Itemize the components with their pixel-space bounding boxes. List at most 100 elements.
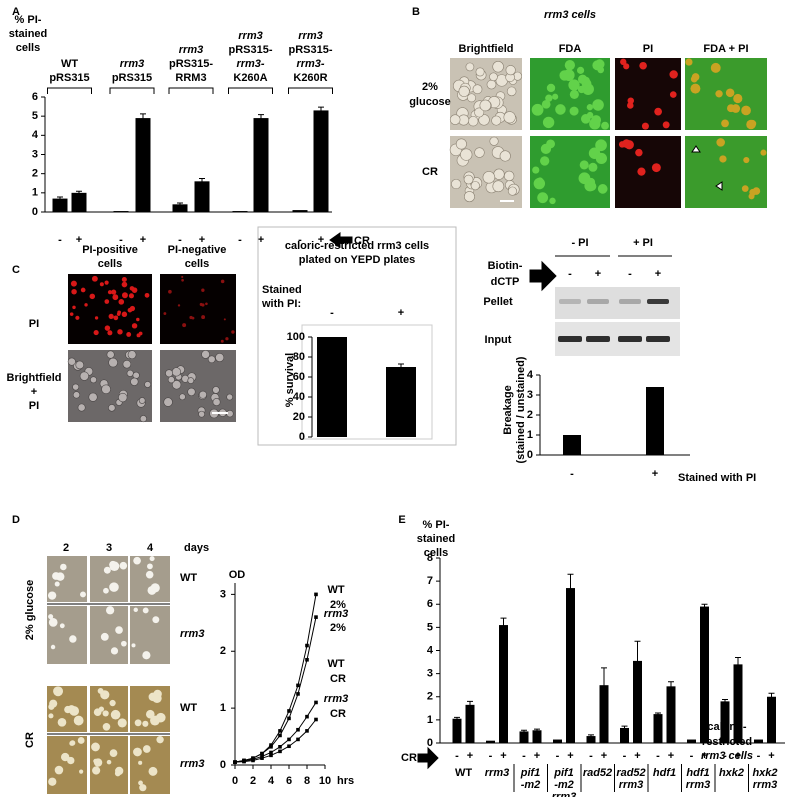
cell <box>117 718 127 728</box>
column-label: 3 <box>106 542 112 554</box>
y-tick-label: 60 <box>293 371 305 383</box>
cell <box>48 703 55 710</box>
y-axis-label: OD <box>229 569 246 581</box>
group-label: pif1 <box>553 767 574 779</box>
point <box>314 700 318 705</box>
x-tick-label: - <box>757 750 761 762</box>
cell <box>75 360 85 370</box>
cell <box>57 717 67 727</box>
micrograph <box>685 58 767 130</box>
error-bar <box>601 667 607 704</box>
cell <box>138 780 143 786</box>
cell <box>145 709 155 719</box>
group-label: rrm3 <box>298 30 322 42</box>
x-tick-label: 0 <box>232 775 238 787</box>
cell <box>691 73 700 81</box>
bar <box>646 387 664 455</box>
group-label: WT <box>455 767 472 779</box>
panel-letter: E <box>398 514 405 526</box>
series-label: WT <box>327 658 344 670</box>
point <box>296 737 300 742</box>
cell <box>568 79 580 91</box>
cell <box>220 339 224 343</box>
cell <box>541 99 551 109</box>
point <box>278 749 282 754</box>
cell <box>138 760 143 765</box>
cell <box>80 591 86 598</box>
cell <box>104 299 110 304</box>
group-label: rrm3 <box>179 44 203 56</box>
cell <box>136 317 140 322</box>
strain-label: rrm3 <box>180 628 204 640</box>
cell <box>710 62 721 73</box>
cell <box>171 380 182 390</box>
bar <box>563 435 581 455</box>
cell <box>531 103 544 116</box>
error-bar <box>701 603 708 610</box>
cell <box>77 737 85 744</box>
cell <box>71 288 77 295</box>
micrograph <box>90 606 128 664</box>
group-label: pRS315- <box>288 44 332 56</box>
cell <box>150 583 160 593</box>
y-tick-label: 3 <box>220 588 226 600</box>
band <box>558 336 582 342</box>
error-bar <box>318 106 324 115</box>
column-label: Brightfield <box>459 43 514 55</box>
y-axis-label: Breakage <box>502 385 514 435</box>
cell <box>91 275 98 282</box>
cell <box>106 350 115 359</box>
condition-label: 2% glucose <box>24 580 36 641</box>
bar <box>653 714 663 743</box>
x-tick-label: - <box>489 750 493 762</box>
cell <box>139 784 147 792</box>
x-tick-label: + <box>668 750 674 762</box>
column-label: 4 <box>147 542 154 554</box>
error-bar <box>668 681 674 692</box>
column-label: PI-positive <box>82 244 138 256</box>
bar <box>754 739 763 743</box>
cell <box>107 330 113 336</box>
group-label: pRS315 <box>49 72 89 84</box>
cell <box>226 393 233 401</box>
cell <box>94 316 99 320</box>
y-tick-label: 2 <box>32 168 38 180</box>
cell <box>505 65 516 76</box>
series-line <box>234 719 317 763</box>
y-tick-label: 2 <box>527 409 533 421</box>
panel-letter: B <box>412 6 420 18</box>
bar <box>767 696 776 743</box>
cell <box>455 138 467 150</box>
bar <box>586 736 596 743</box>
bar <box>452 718 462 743</box>
cell <box>669 70 678 79</box>
cell <box>171 367 182 377</box>
chart-title: plated on YEPD plates <box>299 254 416 266</box>
cell <box>80 287 86 293</box>
cell <box>144 292 150 298</box>
cell <box>576 66 585 74</box>
cell <box>474 147 485 158</box>
cell <box>163 312 167 315</box>
group-label: -m2 <box>554 779 574 791</box>
cell <box>562 69 575 81</box>
cell <box>121 292 128 299</box>
x-tick-label: + <box>318 234 324 246</box>
y-tick-label: 80 <box>293 351 305 363</box>
cell <box>719 155 727 163</box>
row-label: PI <box>29 400 39 412</box>
cell <box>142 607 149 614</box>
panel-frame <box>257 226 457 446</box>
cell <box>59 623 65 629</box>
cell <box>187 387 196 397</box>
error-bar <box>722 699 728 704</box>
cell <box>79 769 84 774</box>
row-label: Biotin- <box>488 260 523 272</box>
y-tick-label: 1 <box>32 187 38 199</box>
cell <box>142 651 151 660</box>
group-label: rrm3 <box>753 779 777 791</box>
cell <box>685 58 693 66</box>
cell <box>69 635 77 643</box>
cell <box>749 188 757 196</box>
